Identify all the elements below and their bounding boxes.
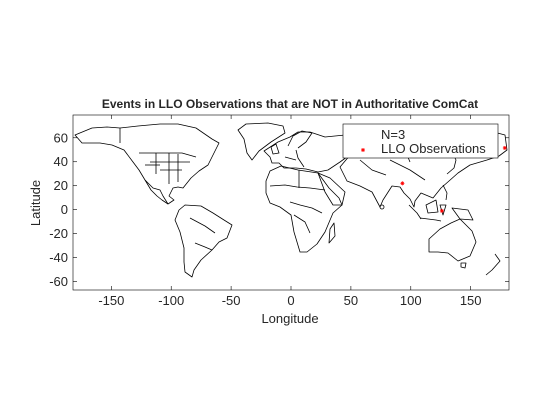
y-tick-label: 20 [54,178,68,193]
x-tick-label: -100 [158,293,184,308]
x-axis: -150 -100 -50 0 50 100 150 [98,115,482,308]
data-point [502,145,507,150]
y-axis: -60 -40 -20 0 20 40 60 [49,130,509,289]
legend-marker-asterisk-icon [361,148,365,152]
data-point [439,208,444,213]
x-tick-label: 0 [287,293,294,308]
y-tick-label: 0 [61,202,68,217]
y-tick-label: -60 [49,274,68,289]
legend: N=3 LLO Observations [342,123,499,159]
world-map [74,122,508,278]
x-tick-label: 150 [460,293,482,308]
x-tick-label: -150 [98,293,124,308]
x-tick-label: 100 [400,293,422,308]
chart-title: Events in LLO Observations that are NOT … [102,97,478,111]
legend-entry-count: N=3 [381,127,405,142]
x-axis-label: Longitude [261,311,318,326]
legend-entry-llo: LLO Observations [381,141,486,156]
data-points [400,145,507,213]
y-tick-label: -20 [49,226,68,241]
x-tick-label: -50 [222,293,241,308]
data-point [400,181,405,186]
x-tick-label: 50 [344,293,358,308]
legend-box [342,123,499,159]
y-tick-label: 60 [54,130,68,145]
y-tick-label: 40 [54,154,68,169]
y-tick-label: -40 [49,250,68,265]
y-axis-label: Latitude [28,180,43,226]
